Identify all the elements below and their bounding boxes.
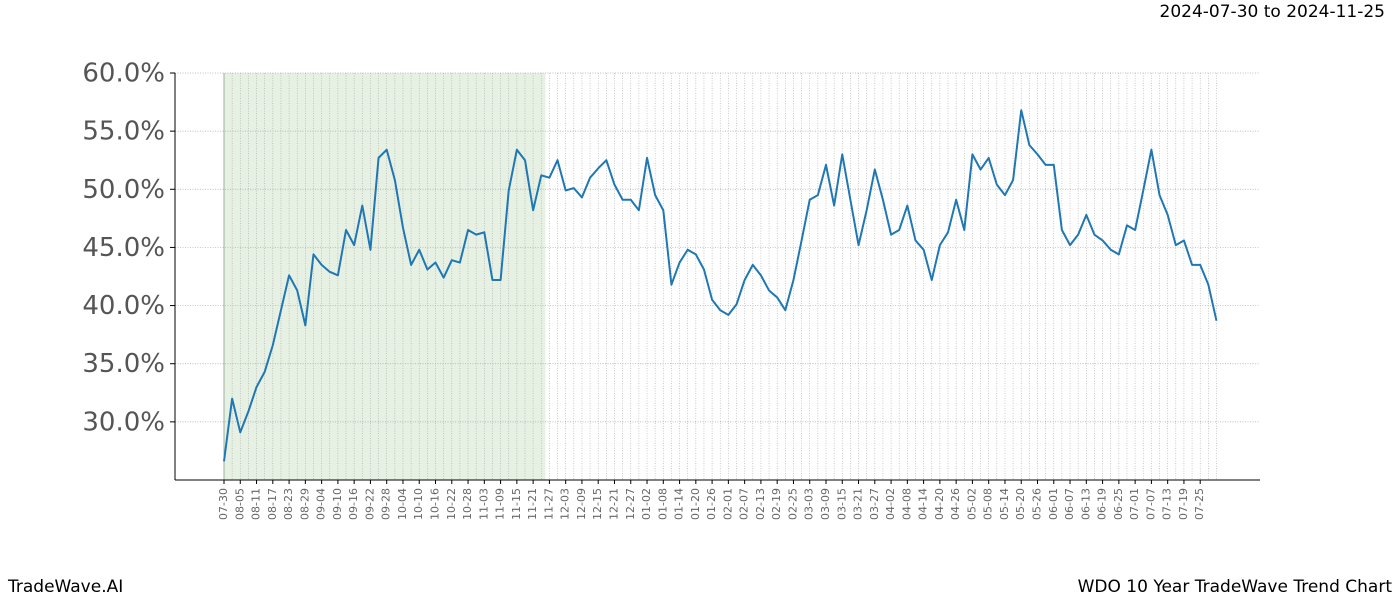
- series-line: [223, 109, 1218, 462]
- x-tick-label: 02-13: [754, 488, 767, 520]
- y-tick-label: 60.0%: [82, 59, 165, 89]
- x-tick-label: 01-14: [673, 488, 686, 520]
- x-tick-label: 02-07: [738, 488, 751, 520]
- x-tick-label: 05-08: [982, 488, 995, 520]
- date-range: 2024-07-30 to 2024-11-25: [1160, 2, 1385, 22]
- x-tick-label: 06-01: [1047, 488, 1060, 520]
- x-tick-label: 04-14: [917, 488, 930, 520]
- x-tick-label: 01-26: [705, 488, 718, 520]
- x-tick-label: 03-09: [819, 488, 832, 520]
- x-tick-label: 04-26: [949, 488, 962, 520]
- brand: TradeWave.AI: [7, 577, 123, 597]
- x-tick-label: 08-29: [298, 488, 311, 520]
- x-tick-label: 05-26: [1031, 488, 1044, 520]
- x-tick-label: 08-17: [266, 488, 279, 520]
- x-tick-label: 12-15: [591, 488, 604, 520]
- x-tick-label: 04-02: [884, 488, 897, 520]
- x-tick-label: 03-15: [835, 488, 848, 520]
- highlight-region: [224, 73, 546, 480]
- x-tick-label: 10-16: [429, 488, 442, 520]
- x-tick-label: 03-27: [868, 488, 881, 520]
- x-tick-label: 07-07: [1144, 488, 1157, 520]
- x-tick-label: 01-02: [640, 488, 653, 520]
- x-tick-label: 04-08: [900, 488, 913, 520]
- x-tick-label: 09-16: [347, 488, 360, 520]
- x-tick-label: 06-25: [1112, 488, 1125, 520]
- x-tick-label: 12-09: [575, 488, 588, 520]
- x-tick-label: 07-19: [1177, 488, 1190, 520]
- x-tick-label: 04-20: [933, 488, 946, 520]
- x-tick-label: 06-13: [1079, 488, 1092, 520]
- x-tick-label: 05-14: [998, 488, 1011, 520]
- x-tick-label: 06-19: [1096, 488, 1109, 520]
- y-tick-label: 55.0%: [82, 117, 165, 147]
- x-tick-label: 02-25: [786, 488, 799, 520]
- x-tick-label: 02-19: [770, 488, 783, 520]
- x-tick-label: 07-01: [1128, 488, 1141, 520]
- x-tick-label: 06-07: [1063, 488, 1076, 520]
- x-tick-label: 10-04: [396, 488, 409, 520]
- x-tick-label: 08-11: [250, 488, 263, 520]
- x-tick-label: 03-03: [803, 488, 816, 520]
- x-tick-label: 01-20: [689, 488, 702, 520]
- x-tick-label: 11-09: [494, 488, 507, 520]
- y-tick-label: 50.0%: [82, 175, 165, 205]
- x-tick-label: 07-13: [1161, 488, 1174, 520]
- y-tick-label: 40.0%: [82, 291, 165, 321]
- x-tick-label: 08-05: [233, 488, 246, 520]
- x-tick-label: 10-22: [445, 488, 458, 520]
- x-tick-label: 03-21: [852, 488, 865, 520]
- x-tick-label: 12-27: [624, 488, 637, 520]
- y-tick-label: 35.0%: [82, 349, 165, 379]
- x-tick-label: 01-08: [656, 488, 669, 520]
- y-tick-label: 45.0%: [82, 233, 165, 263]
- x-tick-label: 11-15: [510, 488, 523, 520]
- x-tick-label: 07-30: [217, 488, 230, 520]
- x-tick-label: 10-28: [461, 488, 474, 520]
- x-tick-label: 07-25: [1193, 488, 1206, 520]
- x-tick-label: 12-03: [559, 488, 572, 520]
- x-tick-label: 09-04: [315, 488, 328, 520]
- x-tick-label: 09-28: [380, 488, 393, 520]
- x-tick-label: 11-21: [526, 488, 539, 520]
- y-tick-label: 30.0%: [82, 407, 165, 437]
- x-tick-label: 05-20: [1014, 488, 1027, 520]
- chart-title: WDO 10 Year TradeWave Trend Chart: [1078, 577, 1393, 597]
- x-tick-label: 10-10: [412, 488, 425, 520]
- x-tick-label: 08-23: [282, 488, 295, 520]
- x-tick-label: 05-02: [965, 488, 978, 520]
- x-tick-label: 12-21: [607, 488, 620, 520]
- x-tick-label: 02-01: [721, 488, 734, 520]
- x-tick-label: 11-27: [542, 488, 555, 520]
- x-tick-label: 09-22: [363, 488, 376, 520]
- x-tick-label: 11-03: [477, 488, 490, 520]
- x-tick-label: 09-10: [331, 488, 344, 520]
